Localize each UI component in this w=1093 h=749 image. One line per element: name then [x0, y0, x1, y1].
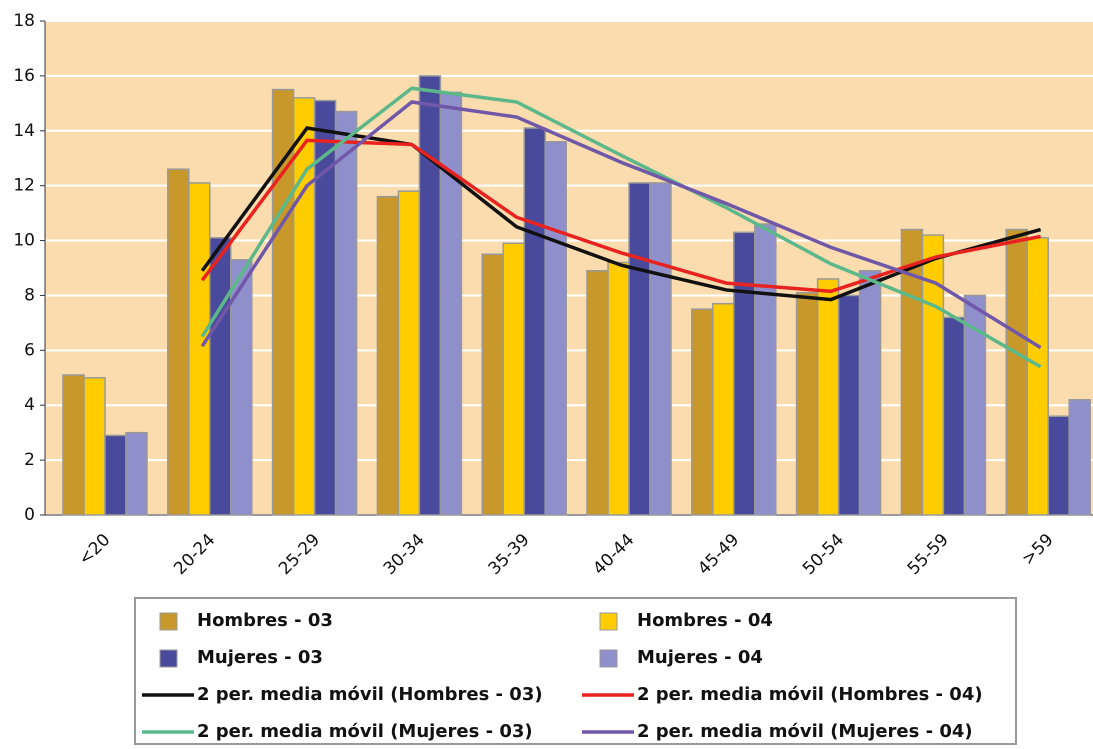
x-tick-label: >59	[1018, 530, 1058, 570]
x-tick-label: <20	[75, 530, 115, 570]
bar	[712, 302, 735, 516]
bar	[523, 127, 546, 516]
bar	[376, 195, 400, 516]
bar	[334, 110, 358, 516]
legend-label: 2 per. media móvil (Hombres - 04)	[637, 684, 983, 705]
x-tick-label: 35-39	[485, 530, 534, 579]
bar	[418, 75, 442, 516]
bar	[754, 223, 777, 516]
bar	[62, 374, 85, 516]
y-tick-label: 0	[24, 505, 35, 525]
bar	[963, 294, 987, 516]
bar	[481, 253, 504, 516]
bar	[795, 291, 819, 516]
legend-label: Mujeres - 04	[637, 647, 763, 668]
bar	[816, 278, 840, 516]
bar	[1026, 237, 1049, 516]
bar	[544, 141, 567, 516]
bar	[439, 91, 463, 516]
bar	[292, 97, 316, 516]
legend-label: 2 per. media móvil (Mujeres - 03)	[197, 721, 533, 742]
legend-label: 2 per. media móvil (Mujeres - 04)	[637, 721, 973, 742]
y-tick-label: 14	[13, 121, 35, 141]
bar	[649, 182, 672, 516]
legend-label: 2 per. media móvil (Hombres - 03)	[197, 684, 543, 705]
bar	[858, 269, 882, 516]
y-tick-label: 6	[24, 340, 35, 360]
x-tick-label: 40-44	[589, 530, 638, 579]
y-tick-label: 4	[24, 395, 35, 415]
bar	[230, 259, 253, 516]
moving-average-line	[200, 86, 1042, 369]
bar	[942, 316, 966, 516]
bar	[921, 234, 945, 516]
moving-average-line	[200, 100, 1042, 350]
y-tick-label: 10	[13, 231, 35, 251]
legend-swatch	[599, 612, 618, 631]
bar	[1005, 228, 1028, 516]
bar	[1068, 398, 1091, 516]
bar	[586, 269, 609, 516]
bar	[188, 182, 211, 516]
bar	[837, 294, 861, 516]
bar	[125, 431, 148, 516]
y-tick-label: 18	[13, 11, 35, 31]
bar	[691, 308, 714, 516]
x-tick-label: 55-59	[904, 530, 953, 579]
y-tick-label: 12	[13, 176, 35, 196]
bar	[209, 237, 232, 516]
x-tick-label: 25-29	[275, 530, 324, 579]
bar	[167, 168, 190, 516]
bar	[733, 231, 756, 516]
legend-label: Hombres - 04	[637, 610, 773, 631]
y-tick-label: 2	[24, 450, 35, 470]
bar	[397, 190, 421, 516]
x-tick-label: 50-54	[799, 530, 848, 579]
x-tick-label: 20-24	[170, 530, 219, 579]
y-tick-label: 16	[13, 66, 35, 86]
bar	[628, 182, 651, 516]
bar	[83, 377, 106, 516]
bar	[104, 434, 127, 516]
legend-swatch	[159, 649, 178, 668]
legend-swatch	[159, 612, 178, 631]
legend-box	[134, 597, 1017, 745]
bar	[607, 261, 630, 516]
legend-swatch	[599, 649, 618, 668]
legend-label: Mujeres - 03	[197, 647, 323, 668]
x-tick-label: 45-49	[694, 530, 743, 579]
bar	[1047, 415, 1070, 516]
x-tick-label: 30-34	[380, 530, 429, 579]
y-tick-label: 8	[24, 285, 35, 305]
bar	[502, 242, 525, 516]
legend-label: Hombres - 03	[197, 610, 333, 631]
